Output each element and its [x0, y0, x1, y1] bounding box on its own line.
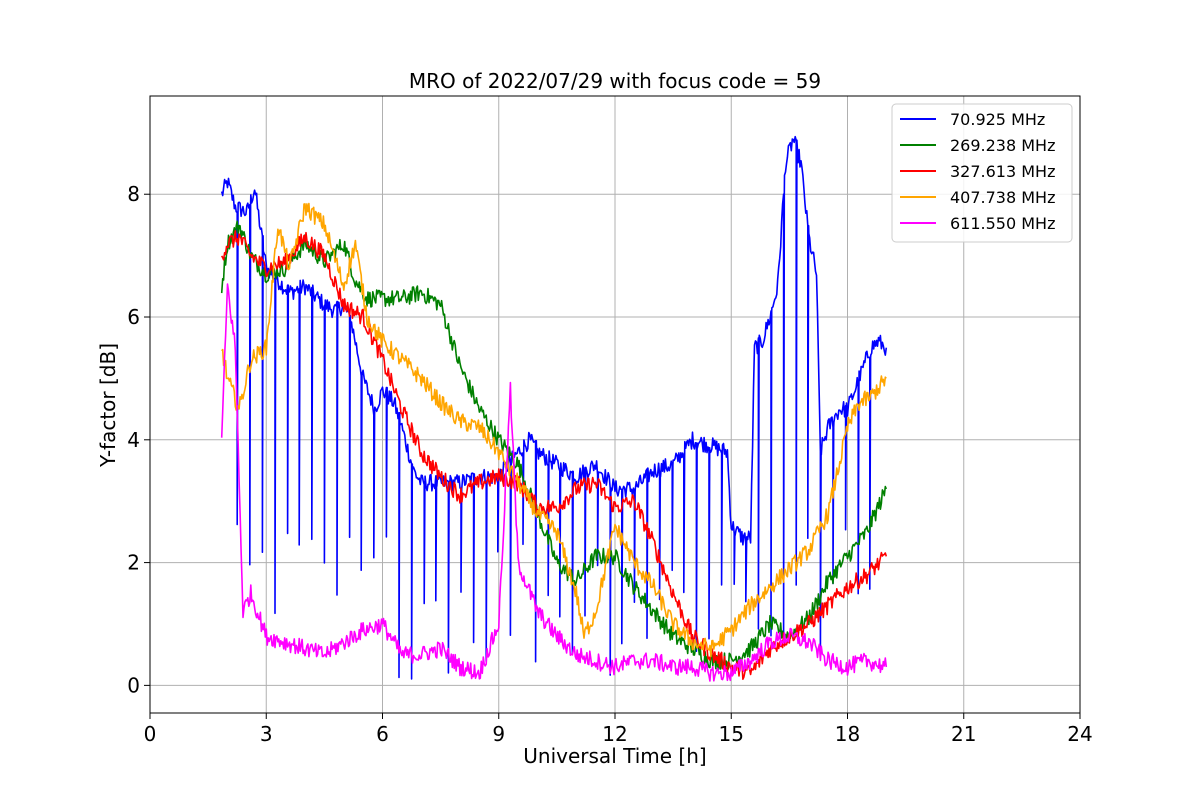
y-tick-label: 2	[127, 551, 140, 575]
legend-box	[891, 103, 1073, 243]
y-tick-label: 6	[127, 305, 140, 329]
legend-label: 269.238 MHz	[950, 136, 1055, 155]
x-tick-label: 12	[602, 722, 627, 746]
x-tick-label: 3	[260, 722, 273, 746]
legend: 70.925 MHz 269.238 MHz 327.613 MHz 407.738 …	[891, 103, 1073, 243]
x-tick-label: 21	[951, 722, 976, 746]
x-axis-label: Universal Time [h]	[523, 744, 706, 768]
legend-label: 70.925 MHz	[950, 110, 1045, 129]
series-line-1	[220, 220, 888, 670]
legend-label: 611.550 MHz	[950, 214, 1055, 233]
x-tick-label: 18	[835, 722, 860, 746]
x-tick-label: 24	[1067, 722, 1092, 746]
y-tick-label: 0	[127, 673, 140, 697]
series-line-0	[220, 135, 888, 680]
series-line-3	[221, 202, 887, 658]
x-tick-label: 15	[719, 722, 744, 746]
x-tick-label: 6	[376, 722, 389, 746]
chart-title: MRO of 2022/07/29 with focus code = 59	[409, 69, 821, 93]
y-tick-label: 8	[127, 182, 140, 206]
legend-label: 407.738 MHz	[950, 188, 1055, 207]
x-tick-label: 9	[492, 722, 505, 746]
x-tick-label: 0	[144, 722, 157, 746]
series-layer	[220, 135, 888, 682]
series-line-4	[220, 283, 888, 682]
y-axis-label: Y-factor [dB]	[96, 343, 120, 468]
series-line-2	[221, 230, 888, 680]
legend-label: 327.613 MHz	[950, 162, 1055, 181]
y-tick-label: 4	[127, 428, 140, 452]
